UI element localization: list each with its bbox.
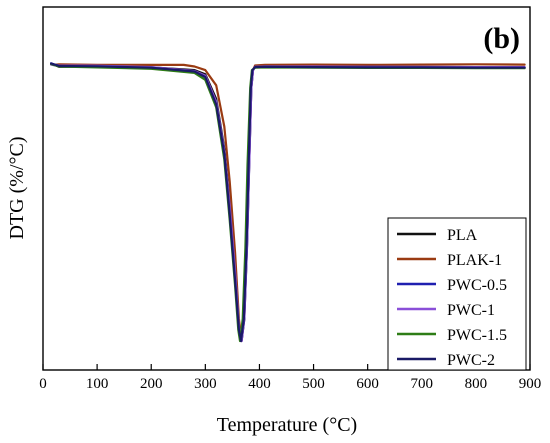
x-tick-label-0: 0 [39, 376, 47, 392]
y-axis-title: DTG (%/°C) [6, 137, 28, 240]
x-axis-ticks: 0 100 200 300 400 500 600 700 800 900 [39, 364, 541, 392]
x-tick-label-3: 300 [194, 376, 217, 392]
x-tick-label-2: 200 [140, 376, 163, 392]
x-tick-label-7: 700 [411, 376, 434, 392]
plot-layer [50, 62, 526, 343]
panel-label: (b) [483, 22, 520, 55]
x-axis-title: Temperature (°C) [217, 414, 357, 436]
legend-label-0: PLA [447, 227, 478, 244]
x-tick-label-5: 500 [302, 376, 325, 392]
x-tick-label-9: 900 [519, 376, 542, 392]
legend: PLA PLAK-1 PWC-0.5 PWC-1 PWC-1.5 PWC-2 [387, 217, 527, 371]
legend-label-4: PWC-1.5 [447, 327, 507, 344]
x-tick-label-4: 400 [248, 376, 271, 392]
legend-label-1: PLAK-1 [447, 252, 502, 269]
series-line-5 [50, 62, 526, 343]
x-tick-label-1: 100 [86, 376, 109, 392]
legend-label-5: PWC-2 [447, 352, 495, 369]
x-tick-label-8: 800 [465, 376, 488, 392]
legend-box [387, 217, 527, 371]
plot-frame [42, 6, 531, 371]
x-tick-label-6: 600 [356, 376, 379, 392]
legend-label-2: PWC-0.5 [447, 277, 507, 294]
legend-label-3: PWC-1 [447, 302, 495, 319]
legend-entries: PLA PLAK-1 PWC-0.5 PWC-1 PWC-1.5 PWC-2 [397, 227, 507, 369]
